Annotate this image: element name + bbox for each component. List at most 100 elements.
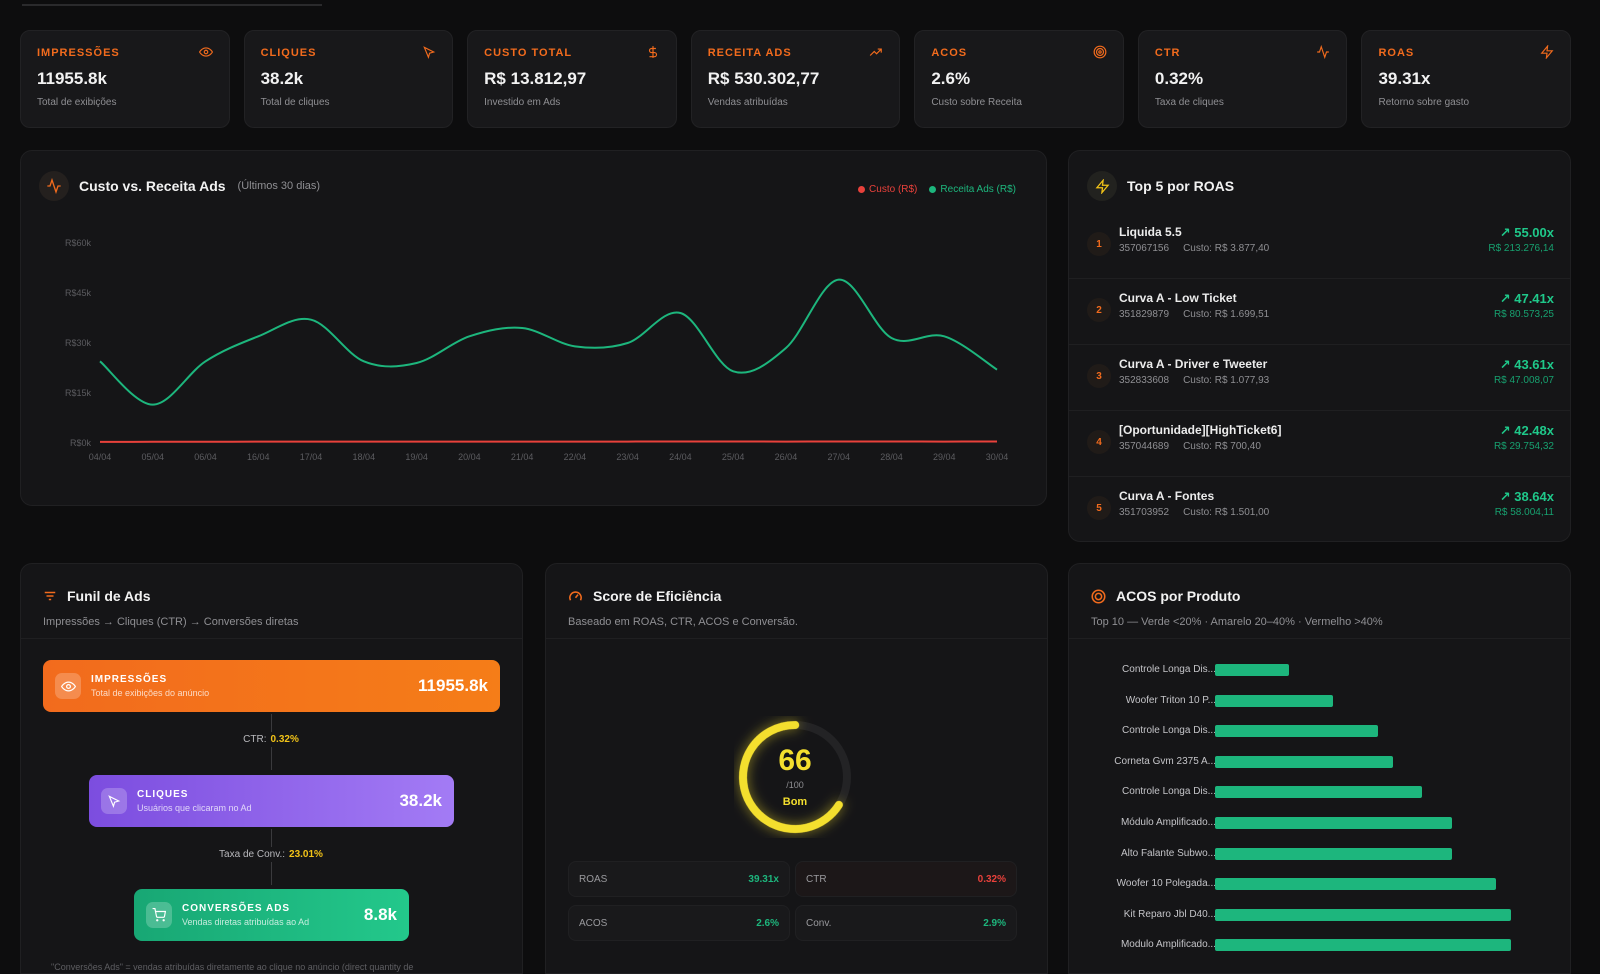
acos-bar xyxy=(1215,939,1511,952)
list-item[interactable]: 3 Curva A - Driver e Tweeter 352833608 Cu… xyxy=(1069,345,1570,411)
x-tick-label: 04/04 xyxy=(89,452,112,462)
acos-subtitle: Top 10 — Verde <20% · Amarelo 20–40% · V… xyxy=(1091,616,1383,628)
acos-row[interactable]: Woofer Triton 10 P... xyxy=(1069,686,1570,716)
acos-row[interactable]: Controle Longa Dis... xyxy=(1069,655,1570,685)
x-tick-label: 29/04 xyxy=(933,452,956,462)
acos-bar xyxy=(1215,847,1452,860)
kpi-title: ACOS xyxy=(931,47,968,59)
metric-conversion: Conv. 2.9% xyxy=(795,905,1017,941)
bolt-icon xyxy=(1087,171,1117,201)
legend-item-cost[interactable]: Custo (R$) xyxy=(858,184,917,195)
acos-row[interactable]: Kit Reparo Jbl D40... xyxy=(1069,900,1570,930)
kpi-card-ctr[interactable]: CTR 0.32% Taxa de cliques xyxy=(1137,30,1348,128)
series-line-revenue[interactable] xyxy=(99,278,998,406)
acos-bar xyxy=(1215,694,1334,707)
campaign-cost: Custo: R$ 1.699,51 xyxy=(1183,309,1270,320)
acos-product-label: Módulo Amplificado... xyxy=(1120,817,1216,828)
funnel-ctr-label: CTR: 0.32% xyxy=(221,732,321,747)
kpi-subtitle: Retorno sobre gasto xyxy=(1378,97,1470,108)
campaign-meta: 352833608 Custo: R$ 1.077,93 xyxy=(1119,375,1269,386)
cart-icon xyxy=(146,902,172,928)
x-tick-label: 19/04 xyxy=(405,452,428,462)
activity-icon xyxy=(1317,45,1330,59)
x-tick-label: 22/04 xyxy=(564,452,587,462)
kpi-subtitle: Total de cliques xyxy=(260,97,330,108)
funnel-step-conversions[interactable]: CONVERSÕES ADS Vendas diretas atribuídas… xyxy=(134,889,409,941)
kpi-card-clicks[interactable]: CLIQUES 38.2k Total de cliques xyxy=(243,30,454,128)
top-divider xyxy=(22,4,322,6)
rank-badge: 5 xyxy=(1087,496,1111,520)
acos-row[interactable]: Woofer 10 Polegada... xyxy=(1069,869,1570,899)
trend-up-icon: ↗ xyxy=(1499,423,1515,438)
funnel-step-desc: Total de exibições do anúncio xyxy=(91,688,210,698)
campaign-roas: ↗ 47.41x xyxy=(1499,291,1554,306)
kpi-card-acos[interactable]: ACOS 2.6% Custo sobre Receita xyxy=(914,30,1124,128)
campaign-roas: ↗ 38.64x xyxy=(1499,489,1554,504)
chart-header: Custo vs. Receita Ads (Últimos 30 dias) xyxy=(39,171,320,201)
kpi-card-impressions[interactable]: IMPRESSÕES 11955.8k Total de exibições xyxy=(20,30,230,128)
x-tick-label: 28/04 xyxy=(880,452,903,462)
campaign-roas: ↗ 42.48x xyxy=(1499,423,1554,438)
acos-row[interactable]: Módulo Amplificado... xyxy=(1069,808,1570,838)
list-item[interactable]: 5 Curva A - Fontes 351703952 Custo: R$ 1.… xyxy=(1069,477,1570,543)
x-tick-label: 21/04 xyxy=(511,452,534,462)
campaign-roas: ↗ 55.00x xyxy=(1499,225,1554,240)
chart-subtitle: (Últimos 30 dias) xyxy=(237,180,321,192)
funnel-step-text: IMPRESSÕES Total de exibições do anúncio xyxy=(91,674,209,698)
acos-row[interactable]: Modulo Amplificado... xyxy=(1069,930,1570,960)
acos-row[interactable]: Corneta Gvm 2375 A... xyxy=(1069,747,1570,777)
campaign-name: Curva A - Low Ticket xyxy=(1119,291,1237,305)
filter-icon xyxy=(44,591,56,601)
acos-row[interactable]: Controle Longa Dis... xyxy=(1069,777,1570,807)
list-item[interactable]: 2 Curva A - Low Ticket 351829879 Custo: R… xyxy=(1069,279,1570,345)
kpi-subtitle: Custo sobre Receita xyxy=(931,97,1022,108)
x-tick-label: 20/04 xyxy=(458,452,481,462)
x-tick-label: 25/04 xyxy=(722,452,745,462)
kpi-row: IMPRESSÕES 11955.8k Total de exibições C… xyxy=(20,30,1572,128)
campaign-name: Curva A - Driver e Tweeter xyxy=(1119,357,1268,371)
x-tick-label: 06/04 xyxy=(194,452,217,462)
campaign-cost: Custo: R$ 3.877,40 xyxy=(1183,243,1270,254)
top5-title: Top 5 por ROAS xyxy=(1127,178,1235,194)
acos-product-label: Controle Longa Dis... xyxy=(1122,664,1216,675)
acos-bar xyxy=(1215,755,1393,768)
legend-item-revenue[interactable]: Receita Ads (R$) xyxy=(929,184,1016,195)
acos-product-label: Controle Longa Dis... xyxy=(1122,786,1216,798)
metric-acos: ACOS 2.6% xyxy=(568,905,790,941)
funnel-step-desc: Vendas diretas atribuídas ao Ad xyxy=(182,917,310,927)
kpi-card-ads-revenue[interactable]: RECEITA ADS R$ 530.302,77 Vendas atribuí… xyxy=(690,30,901,128)
campaign-revenue: R$ 47.008,07 xyxy=(1493,375,1554,386)
campaign-cost: Custo: R$ 700,40 xyxy=(1183,441,1261,452)
list-item[interactable]: 4 [Oportunidade][HighTicket6] 357044689 C… xyxy=(1069,411,1570,477)
cursor-icon xyxy=(423,46,436,59)
top5-list: 1 Liquida 5.5 357067156 Custo: R$ 3.877,4… xyxy=(1069,213,1570,543)
funnel-step-clicks[interactable]: CLIQUES Usuários que clicaram no Ad 38.2… xyxy=(89,775,454,827)
rank-badge: 4 xyxy=(1087,430,1111,454)
y-tick-label: R$30k xyxy=(65,338,92,348)
acos-row[interactable]: Controle Longa Dis... xyxy=(1069,716,1570,746)
acos-title: ACOS por Produto xyxy=(1116,588,1241,604)
x-tick-label: 26/04 xyxy=(775,452,798,462)
cursor-icon xyxy=(101,788,127,814)
campaign-cost: Custo: R$ 1.077,93 xyxy=(1183,375,1270,386)
funnel-footnote: "Conversões Ads" = vendas atribuídas dir… xyxy=(51,962,414,972)
kpi-title: IMPRESSÕES xyxy=(37,47,120,59)
kpi-card-roas[interactable]: ROAS 39.31x Retorno sobre gasto xyxy=(1361,30,1572,128)
acos-product-label: Kit Reparo Jbl D40... xyxy=(1123,908,1216,920)
acos-bar xyxy=(1215,908,1511,921)
campaign-roas: ↗ 43.61x xyxy=(1499,357,1554,372)
acos-bar xyxy=(1215,725,1378,738)
acos-row[interactable]: Alto Falante Subwo... xyxy=(1069,839,1570,869)
score-value: 66 xyxy=(778,744,812,777)
kpi-value: 2.6% xyxy=(931,69,971,88)
list-item[interactable]: 1 Liquida 5.5 357067156 Custo: R$ 3.877,4… xyxy=(1069,213,1570,279)
cost-revenue-chart: R$0k R$15k R$30k R$45k R$60k 04/04 05/04 06/04 1… xyxy=(65,238,1008,462)
kpi-card-total-cost[interactable]: CUSTO TOTAL R$ 13.812,97 Investido em Ad… xyxy=(467,30,677,128)
acos-product-label: Controle Longa Dis... xyxy=(1122,725,1216,737)
funnel-step-impressions[interactable]: IMPRESSÕES Total de exibições do anúncio… xyxy=(43,660,500,712)
x-tick-label: 23/04 xyxy=(616,452,639,462)
score-header: Score de Eficiência xyxy=(568,588,721,604)
kpi-title: CLIQUES xyxy=(260,47,317,59)
kpi-title: CUSTO TOTAL xyxy=(484,47,573,59)
campaign-meta: 357067156 Custo: R$ 3.877,40 xyxy=(1119,243,1269,254)
